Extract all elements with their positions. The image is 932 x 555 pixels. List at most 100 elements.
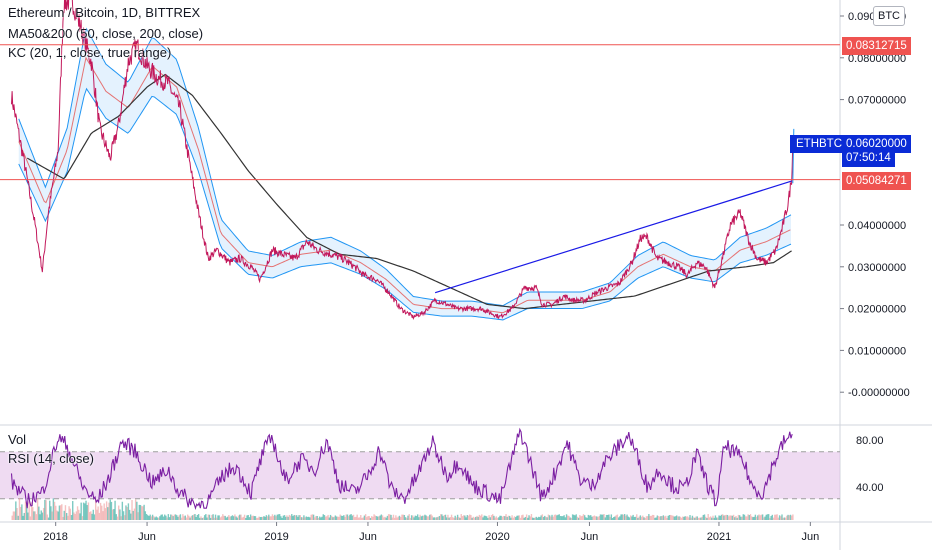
symbol-tag: ETHBTC — [790, 135, 848, 153]
volume-bar — [128, 509, 131, 520]
volume-bar — [784, 517, 787, 520]
volume-bar — [761, 514, 764, 520]
volume-bar — [720, 514, 723, 520]
volume-bar — [673, 516, 675, 520]
volume-bar — [197, 514, 200, 520]
volume-bar — [113, 509, 115, 520]
volume-bar — [662, 515, 665, 520]
volume-bar — [131, 499, 133, 520]
y-tick-label: 0.01000000 — [848, 345, 906, 357]
legend-rsi[interactable]: RSI (14, close) — [8, 451, 94, 466]
legend-symbol[interactable]: Ethereum / Bitcoin, 1D, BITTREX — [8, 5, 201, 20]
volume-bar — [732, 514, 735, 520]
volume-bar — [53, 501, 56, 520]
volume-bar — [725, 514, 728, 520]
volume-bar — [787, 514, 789, 520]
volume-bar — [692, 517, 695, 520]
volume-bar — [461, 516, 464, 520]
volume-bar — [180, 517, 183, 520]
volume-bar — [193, 514, 195, 520]
volume-bar — [323, 515, 326, 520]
volume-bar — [321, 516, 323, 520]
legend-kc[interactable]: KC (20, 1, close, true range) — [8, 45, 172, 60]
volume-bar — [243, 514, 246, 520]
volume-bar — [251, 516, 253, 520]
volume-bar — [46, 514, 48, 520]
volume-bar — [190, 515, 193, 520]
volume-bar — [688, 517, 690, 520]
volume-bar — [576, 516, 579, 520]
volume-bar — [709, 516, 712, 520]
volume-bar — [472, 516, 475, 520]
volume-bar — [736, 517, 738, 520]
volume-bar — [483, 515, 485, 520]
volume-bar — [466, 515, 468, 520]
legend-ma[interactable]: MA50&200 (50, close, 200, close) — [8, 26, 204, 41]
volume-bar — [326, 516, 328, 520]
volume-bar — [293, 514, 295, 520]
volume-bar — [137, 512, 139, 520]
volume-bar — [364, 514, 367, 520]
volume-bar — [270, 516, 272, 520]
volume-bar — [571, 514, 574, 520]
volume-bar — [127, 503, 130, 520]
volume-bar — [419, 514, 421, 520]
volume-bar — [436, 517, 438, 520]
volume-bar — [667, 515, 669, 520]
volume-bar — [166, 517, 168, 520]
volume-bar — [430, 514, 432, 520]
volume-bar — [295, 515, 298, 520]
volume-bar — [214, 514, 217, 520]
x-tick-label: 2020 — [485, 531, 509, 543]
volume-bar — [285, 516, 287, 520]
volume-bar — [633, 516, 636, 520]
moving-averages — [18, 56, 792, 314]
y-tick-label: 0.02000000 — [848, 304, 906, 316]
volume-bar — [774, 514, 776, 520]
y-tick-label: 0.03000000 — [848, 262, 906, 274]
volume-bar — [148, 516, 150, 520]
volume-bar — [546, 517, 548, 520]
volume-bar — [517, 515, 519, 520]
volume-bar — [372, 516, 374, 520]
volume-bar — [406, 517, 408, 520]
axes: 0.090000000.080000000.070000000.04000000… — [43, 11, 909, 543]
volume-bar — [349, 514, 351, 520]
currency-badge[interactable]: BTC — [873, 6, 905, 26]
volume-bar — [381, 515, 384, 520]
volume-bar — [354, 517, 356, 520]
volume-bar — [728, 516, 730, 520]
volume-bar — [107, 507, 109, 520]
volume-bar — [651, 514, 654, 520]
volume-bar — [171, 514, 173, 520]
volume-bar — [38, 506, 40, 520]
volume-bar — [274, 514, 276, 520]
volume-bar — [195, 516, 197, 520]
volume-bar — [369, 517, 372, 520]
volume-bar — [444, 514, 447, 520]
volume-bar — [373, 514, 375, 520]
volume-bar — [201, 517, 203, 520]
volume-bar — [11, 515, 13, 520]
volume-bar — [759, 515, 761, 520]
volume-bar — [432, 517, 435, 520]
volume-bar — [742, 514, 744, 520]
volume-bar — [95, 498, 97, 520]
volume-bar — [547, 514, 550, 520]
volume-bar — [161, 514, 163, 520]
volume-bar — [269, 516, 271, 520]
volume-bar — [156, 517, 159, 520]
volume-bar — [435, 517, 437, 520]
volume-bar — [350, 514, 352, 520]
volume-bar — [358, 517, 361, 520]
volume-bar — [51, 511, 53, 520]
drawn-lines[interactable] — [0, 44, 840, 294]
volume-bar — [769, 517, 771, 520]
volume-bar — [13, 511, 16, 520]
volume-bar — [339, 514, 341, 520]
volume-bar — [489, 517, 491, 520]
legend-volume[interactable]: Vol — [8, 432, 27, 447]
volume-bar — [548, 515, 551, 520]
volume-bar — [218, 515, 220, 520]
volume-bar — [501, 516, 504, 520]
